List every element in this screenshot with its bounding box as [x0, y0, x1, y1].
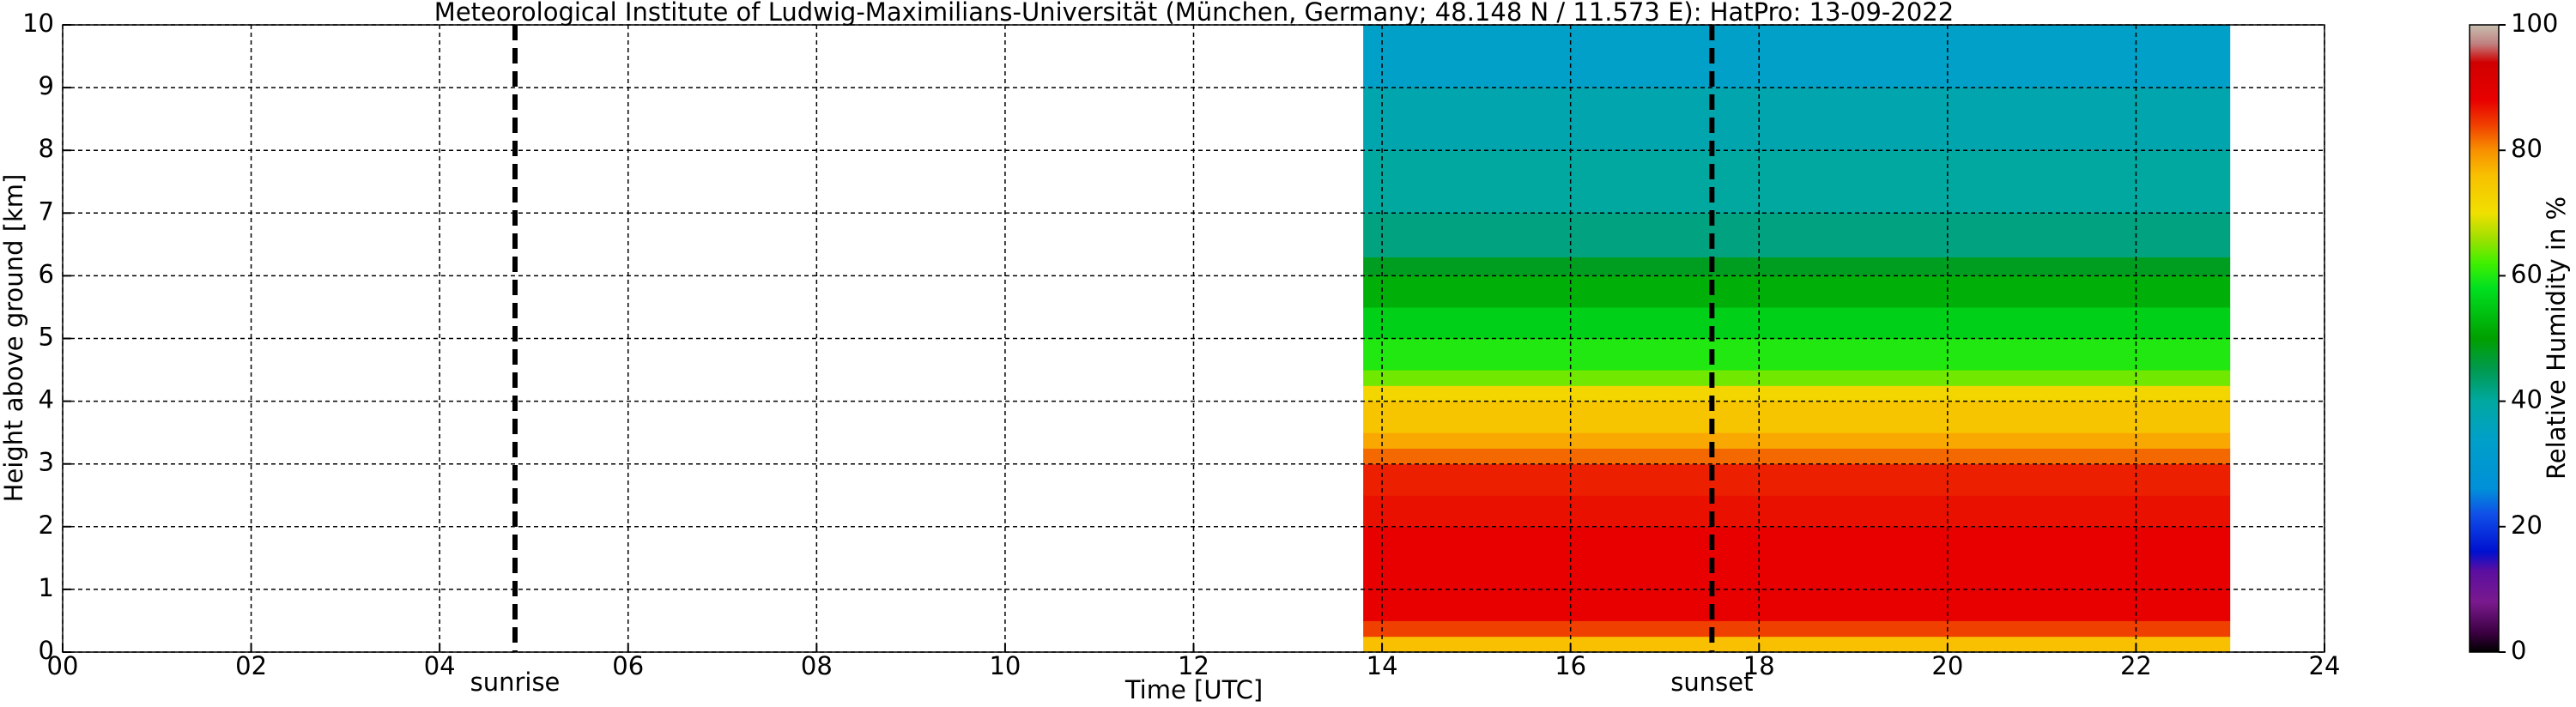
chart-title: Meteorological Institute of Ludwig-Maxim… — [434, 0, 1954, 27]
colorbar-tick-label: 80 — [2511, 134, 2543, 163]
y-tick-label: 5 — [39, 323, 54, 352]
heatmap-cell — [1363, 620, 2231, 638]
colorbar-label: Relative Humidity in % — [2542, 196, 2571, 480]
colorbar — [2469, 24, 2500, 653]
heatmap-cell — [1363, 338, 2231, 371]
y-tick-label: 4 — [39, 385, 54, 414]
x-tick-label: 24 — [2309, 651, 2341, 680]
y-tick-label: 3 — [39, 448, 54, 477]
x-tick-label: 06 — [612, 651, 644, 680]
heatmap-cell — [1363, 558, 2231, 590]
x-tick-label: 02 — [235, 651, 267, 680]
heatmap-cell — [1363, 495, 2231, 528]
plot-frame — [62, 24, 2325, 653]
x-tick-label: 04 — [424, 651, 456, 680]
heatmap-cell — [1363, 25, 2231, 88]
y-axis-label: Height above ground [km] — [0, 174, 28, 503]
heatmap-cell — [1363, 526, 2231, 559]
heatmap-cell — [1363, 257, 2231, 276]
y-tick-label: 8 — [39, 134, 54, 163]
y-tick-label: 1 — [39, 573, 54, 602]
heatmap-cell — [1363, 275, 2231, 308]
x-axis-label: Time [UTC] — [1124, 675, 1263, 704]
y-tick-label: 7 — [39, 196, 54, 226]
x-tick-label: 14 — [1367, 651, 1398, 680]
event-label: sunrise — [470, 668, 561, 697]
x-tick-label: 18 — [1743, 651, 1775, 680]
heatmap-cell — [1363, 306, 2231, 339]
heatmap-cell — [1363, 448, 2231, 465]
event-label: sunset — [1670, 668, 1753, 697]
y-tick-label: 6 — [39, 259, 54, 288]
heatmap-cell — [1363, 88, 2231, 151]
heatmap-cell — [1363, 385, 2231, 402]
colorbar-tick-label: 100 — [2511, 9, 2558, 38]
x-tick-label: 08 — [801, 651, 833, 680]
colorbar-tick-label: 40 — [2511, 385, 2543, 414]
colorbar-tick-label: 60 — [2511, 259, 2543, 288]
heatmap-cell — [1363, 636, 2231, 653]
x-tick-label: 00 — [47, 651, 79, 680]
colorbar-tick-label: 20 — [2511, 511, 2543, 540]
heatmap-cell — [1363, 463, 2231, 496]
heatmap-cell — [1363, 401, 2231, 433]
heatmap-cell — [1363, 432, 2231, 449]
y-tick-label: 9 — [39, 71, 54, 100]
x-tick-label: 20 — [1931, 651, 1963, 680]
heatmap-cell — [1363, 213, 2231, 257]
colorbar-tick-label: 0 — [2511, 636, 2526, 665]
y-tick-label: 2 — [39, 511, 54, 540]
x-tick-label: 12 — [1178, 651, 1209, 680]
y-tick-label: 10 — [22, 9, 54, 38]
x-tick-label: 16 — [1555, 651, 1586, 680]
heatmap-cell — [1363, 370, 2231, 386]
x-tick-label: 22 — [2120, 651, 2152, 680]
y-tick-label: 0 — [39, 636, 54, 665]
heatmap-cell — [1363, 589, 2231, 621]
x-tick-label: 10 — [989, 651, 1021, 680]
heatmap-cell — [1363, 150, 2231, 214]
